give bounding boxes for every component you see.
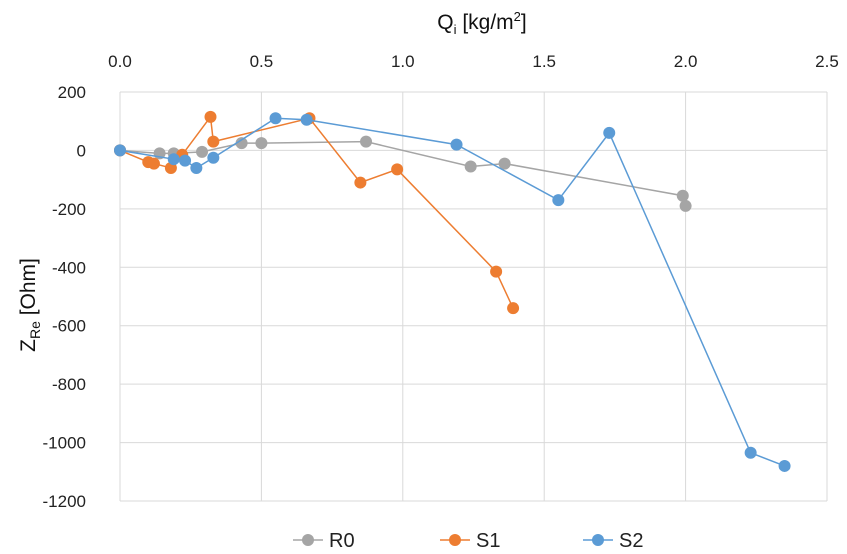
data-point-S2-9: [603, 126, 616, 139]
data-point-S1-2: [147, 157, 160, 170]
data-point-S2-8: [552, 194, 565, 207]
data-point-S2-11: [778, 459, 791, 472]
data-point-S1-11: [507, 302, 520, 315]
data-point-S2-1: [167, 153, 180, 166]
y-tick-labels: 200 0 -200 -400 -600 -800 -1000 -1200: [43, 83, 86, 511]
x-tick-label-3: 1.5: [532, 52, 556, 71]
data-point-S2-3: [190, 161, 203, 174]
data-point-S2-0: [114, 144, 126, 157]
legend-label-S2: S2: [619, 530, 643, 552]
y-tick-label-4: -600: [52, 317, 86, 336]
data-point-S2-2: [179, 154, 192, 167]
x-tick-label-4: 2.0: [674, 52, 698, 71]
x-tick-label-5: 2.5: [815, 52, 839, 71]
x-tick-label-2: 1.0: [391, 52, 415, 71]
legend-marker-S2: [592, 534, 604, 546]
data-point-S1-9: [391, 163, 404, 176]
y-tick-label-7: -1200: [43, 492, 86, 511]
data-point-S2-10: [744, 446, 757, 459]
data-point-S1-8: [354, 176, 367, 189]
data-point-S2-4: [207, 151, 220, 164]
legend-marker-S1: [449, 534, 461, 546]
series-S2: [114, 112, 791, 472]
data-point-R0-10: [679, 199, 692, 212]
data-point-R0-6: [360, 135, 373, 148]
data-point-S2-7: [450, 138, 463, 151]
data-point-R0-7: [464, 160, 477, 173]
legend-label-R0: R0: [329, 530, 355, 552]
data-point-S2-5: [269, 112, 282, 125]
data-point-R0-3: [196, 145, 209, 158]
y-tick-label-1: 0: [77, 141, 86, 160]
legend: R0 S1 S2: [293, 530, 643, 552]
series-line-S2: [119, 117, 785, 467]
data-point-R0-4: [235, 137, 248, 150]
gridlines: [119, 91, 828, 502]
data-point-S1-6: [207, 135, 220, 148]
data-point-R0-9: [676, 189, 689, 202]
y-tick-label-6: -1000: [43, 434, 86, 453]
series-layer: [114, 110, 791, 472]
series-R0: [114, 135, 692, 212]
y-tick-label-0: 200: [58, 83, 86, 102]
legend-entry-S2: S2: [583, 530, 643, 552]
data-point-S2-6: [300, 113, 313, 126]
x-tick-label-0: 0.0: [108, 52, 132, 71]
y-tick-label-2: -200: [52, 200, 86, 219]
data-point-R0-5: [255, 137, 268, 150]
y-tick-label-5: -800: [52, 375, 86, 394]
data-point-S1-10: [490, 265, 503, 278]
legend-entry-S1: S1: [440, 530, 500, 552]
legend-marker-R0: [302, 534, 314, 546]
series-S1: [114, 110, 520, 315]
x-tick-labels: 0.0 0.5 1.0 1.5 2.0 2.5: [108, 52, 839, 71]
legend-label-S1: S1: [476, 530, 500, 552]
x-tick-label-1: 0.5: [250, 52, 274, 71]
legend-entry-R0: R0: [293, 530, 355, 552]
data-point-S1-5: [204, 110, 217, 123]
x-axis-title: Qi [kg/m2]: [437, 9, 527, 37]
y-tick-label-3: -400: [52, 258, 86, 277]
y-axis-title: ZRe [Ohm]: [17, 258, 43, 352]
data-point-R0-8: [498, 157, 511, 170]
